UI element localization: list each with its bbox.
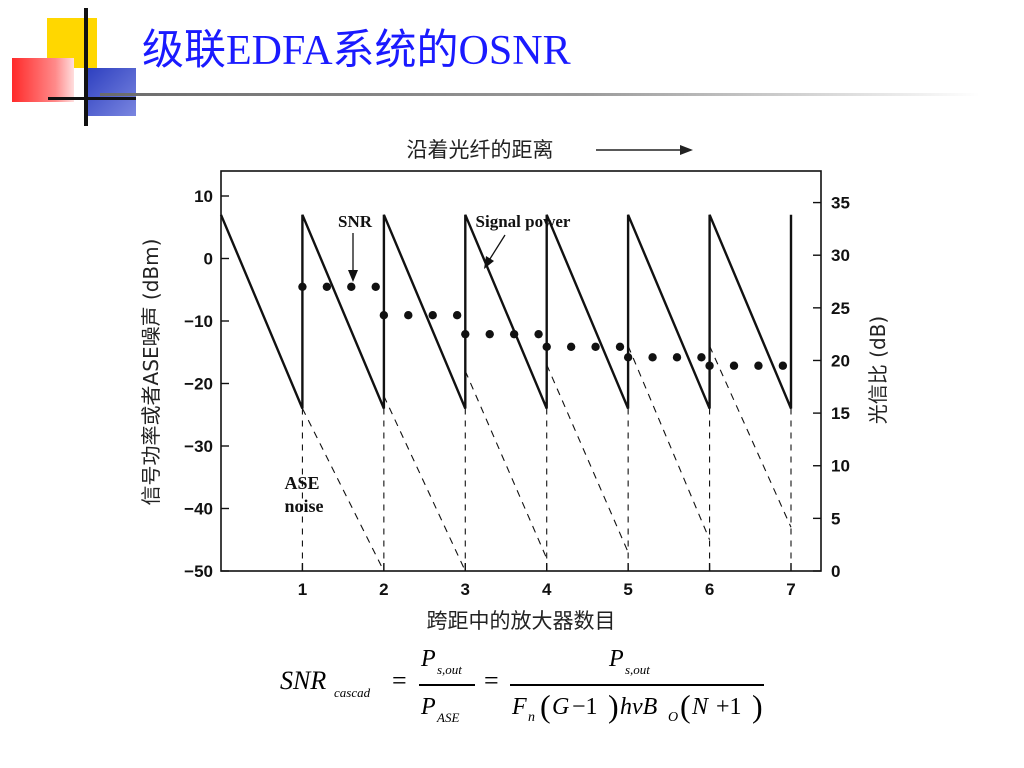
y-right-tick-label: 15 [831, 404, 850, 423]
snr-dot [428, 311, 437, 320]
deco-blue-square [88, 68, 136, 116]
page-title: 级联EDFA系统的OSNR [142, 28, 571, 74]
snr-dot [452, 311, 462, 320]
paren-close-2: ) [752, 688, 763, 724]
fn-symbol: F [512, 694, 527, 720]
ase-noise-segment [627, 345, 711, 540]
x-tick-label: 5 [623, 580, 632, 599]
x-tick-label: 6 [705, 580, 714, 599]
y-left-tick-label: −30 [184, 437, 213, 456]
chart-title: 沿着光纤的距离 [407, 138, 554, 162]
y-right-tick-label: 0 [831, 562, 840, 581]
g-symbol: G [552, 694, 570, 720]
title-divider [100, 93, 980, 96]
snr-dot [298, 282, 307, 291]
snr-dot [542, 342, 551, 351]
snr-dot [705, 361, 714, 370]
snr-annotation-arrowhead [348, 270, 358, 282]
p-ase-denominator: P [421, 694, 436, 720]
y-left-tick-label: −50 [184, 562, 213, 581]
y-left-tick-label: 10 [194, 187, 213, 206]
hv-b-symbol: hνB [620, 694, 658, 720]
snr-dot [778, 361, 788, 370]
snr-dot [379, 311, 389, 320]
fn-subscript: n [528, 710, 535, 725]
axes-layer: 1 2 3 4 5 6 7 10 0 −10 −20 −30 −40 −50 35 30 25 20 15 10 5 0 [184, 170, 850, 599]
snr-annotation: SNR [338, 212, 373, 231]
y-axis-right-label: 光信比 (dB) [866, 316, 890, 424]
y-right-tick-label: 10 [831, 457, 850, 476]
deco-horizontal-line [48, 97, 136, 100]
snr-dot [347, 282, 356, 291]
snr-dot [672, 353, 682, 362]
snr-dot [648, 353, 657, 362]
ps-out-numerator-sub: s,out [437, 662, 462, 677]
fraction-bar-2 [510, 684, 764, 686]
signal-power-annotation: Signal power [476, 212, 571, 231]
y-right-tick-label: 35 [831, 194, 850, 213]
ase-annotation-line2: noise [284, 496, 323, 516]
y-left-tick-label: −40 [184, 500, 213, 519]
snr-dot [485, 329, 494, 339]
y-right-tick-label: 5 [831, 509, 840, 528]
ps-out-numerator: P [421, 646, 436, 672]
snr-dot [623, 353, 633, 362]
snr-symbol: SNR [280, 666, 327, 695]
x-tick-label: 2 [379, 580, 388, 599]
snr-dot [729, 361, 739, 370]
ase-noise-segment [709, 345, 792, 528]
signal-power-line [219, 214, 793, 409]
ase-noise-segment [383, 395, 466, 572]
y-left-tick-label: −10 [184, 312, 213, 331]
ps-out-numerator-2: P [609, 646, 624, 672]
n-symbol: N [692, 694, 709, 720]
ase-noise-segment [301, 408, 385, 572]
paren-close-1: ) [608, 688, 619, 724]
ps-out-numerator-2-sub: s,out [625, 662, 650, 677]
ase-noise-segment [464, 370, 548, 559]
snr-dot [615, 342, 625, 351]
paren-open-1: ( [540, 688, 551, 724]
snr-subscript: cascad [334, 685, 371, 700]
minus-one: −1 [572, 694, 598, 720]
equals-sign-2: = [484, 666, 499, 695]
p-ase-denominator-sub: ASE [437, 710, 460, 725]
snr-dot [371, 282, 380, 291]
signal-power-annotation-arrow [487, 234, 506, 263]
y-right-tick-label: 20 [831, 351, 850, 370]
deco-vertical-line [84, 8, 88, 126]
plus-one: +1 [716, 694, 742, 720]
snr-dot [566, 342, 576, 351]
x-tick-label: 4 [542, 580, 552, 599]
snr-dot [754, 361, 763, 370]
deco-red-square [12, 58, 74, 102]
hv-b-subscript: O [668, 710, 679, 725]
distance-arrow-head [680, 145, 693, 155]
x-tick-label: 7 [786, 580, 795, 599]
x-axis-label: 跨距中的放大器数目 [427, 609, 616, 633]
snr-dot [404, 311, 413, 320]
ase-noise-segment [546, 364, 629, 553]
snr-dot [697, 353, 706, 362]
snr-dot [461, 329, 470, 339]
paren-open-2: ( [680, 688, 691, 724]
equals-sign-1: = [392, 666, 407, 695]
y-left-tick-label: −20 [184, 375, 213, 394]
osnr-chart: 沿着光纤的距离 跨距中的放大器数目 信号功率或者ASE噪声 (dBm) 光信比 … [139, 138, 890, 633]
x-tick-label: 1 [298, 580, 307, 599]
y-left-tick-label: 0 [204, 250, 213, 269]
snr-dot [591, 342, 600, 351]
series-layer [219, 214, 793, 572]
snr-dot [322, 282, 332, 291]
snr-dot [534, 329, 543, 339]
y-axis-left-label: 信号功率或者ASE噪声 (dBm) [139, 239, 163, 506]
snr-dot [509, 329, 519, 339]
y-right-tick-label: 30 [831, 246, 850, 265]
plot-frame [220, 170, 822, 572]
x-tick-label: 3 [461, 580, 470, 599]
fraction-bar-1 [419, 684, 475, 686]
y-right-tick-label: 25 [831, 299, 850, 318]
